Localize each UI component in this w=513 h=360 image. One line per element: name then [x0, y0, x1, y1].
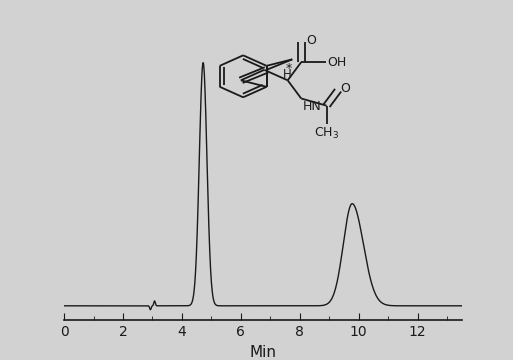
X-axis label: Min: Min: [249, 345, 277, 360]
Text: CH$_3$: CH$_3$: [314, 126, 339, 141]
Text: HN: HN: [303, 100, 322, 113]
Text: H: H: [283, 68, 292, 81]
Text: OH: OH: [327, 56, 346, 69]
Text: O: O: [341, 82, 350, 95]
Text: O: O: [306, 35, 316, 48]
Text: *: *: [286, 62, 292, 75]
